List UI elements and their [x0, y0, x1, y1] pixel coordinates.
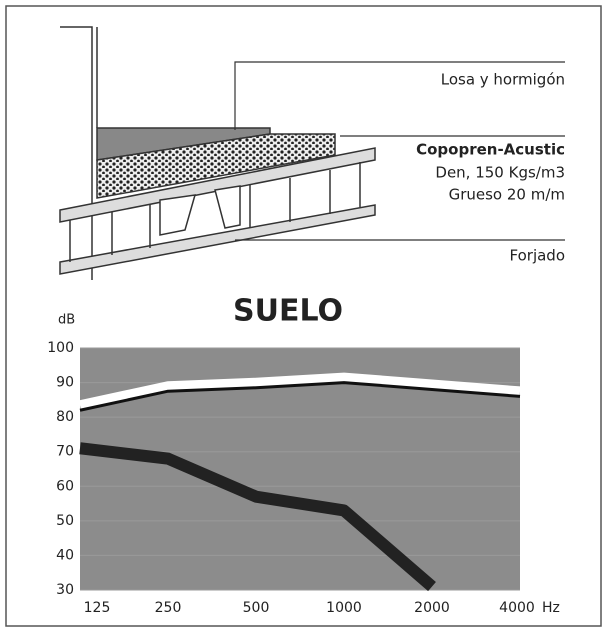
- label: Grueso 20 m/m: [449, 186, 565, 204]
- y-tick-label: 50: [56, 513, 74, 529]
- label: Forjado: [510, 247, 566, 265]
- chart-title: SUELO: [233, 294, 343, 329]
- frame: [5, 5, 602, 627]
- floor-section: [59, 26, 376, 280]
- y-tick-label: 100: [47, 340, 74, 356]
- y-tick-label: 90: [56, 375, 74, 391]
- y-tick-label: 70: [56, 444, 74, 460]
- leader-lines: [234, 61, 565, 241]
- line: [79, 442, 436, 592]
- y-tick-label: 30: [56, 582, 74, 598]
- x-tick-label: 2000: [414, 600, 450, 616]
- line: [79, 381, 521, 412]
- x-tick-label: 250: [155, 600, 182, 616]
- line-band: [78, 372, 521, 411]
- y-tick-label: 40: [56, 547, 74, 563]
- label: Losa y hormigón: [441, 71, 565, 89]
- x-tick-label: 125: [84, 600, 111, 616]
- x-axis-label: Hz: [542, 600, 560, 616]
- label: Copopren-Acustic: [416, 141, 565, 159]
- x-tick-label: 4000: [499, 600, 535, 616]
- x-tick-label: 1000: [326, 600, 362, 616]
- label: Den, 150 Kgs/m3: [435, 164, 565, 182]
- y-tick-label: 60: [56, 478, 74, 494]
- y-axis-label: dB: [58, 313, 75, 328]
- y-tick-label: 80: [56, 409, 74, 425]
- x-tick-label: 500: [243, 600, 270, 616]
